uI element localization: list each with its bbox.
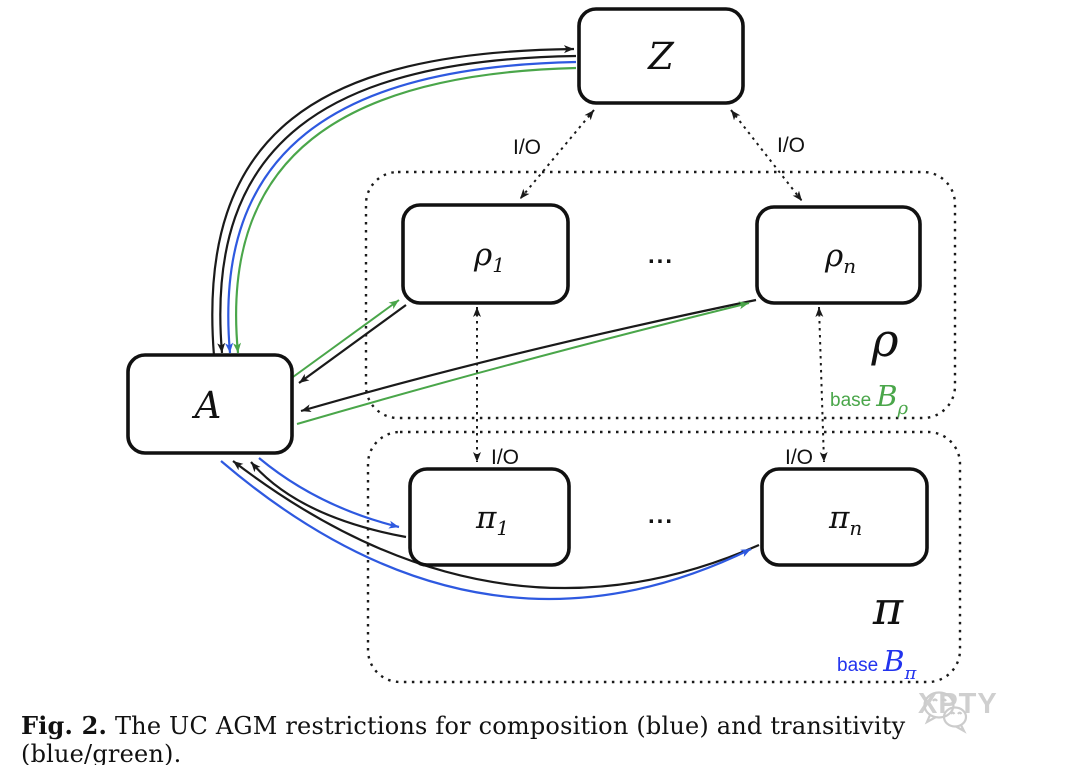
pi-group-label: π xyxy=(872,581,904,635)
caption-text: The UC AGM restrictions for composition … xyxy=(21,712,906,765)
node-rho-1 xyxy=(401,203,570,305)
arrow-adversary-to-pin-blue xyxy=(220,460,752,600)
arrow-environment-to-adversary-black xyxy=(217,54,577,354)
arrow-pi1-to-adversary-black xyxy=(250,461,407,539)
arrow-environment-to-adversary-green xyxy=(233,66,577,354)
io-label-environment-rho1: I/O xyxy=(513,136,541,159)
pi-base-label: base Bπ xyxy=(837,644,918,684)
arrow-rho1-to-adversary-black xyxy=(298,304,407,384)
arrow-adversary-to-environment-black xyxy=(211,45,575,357)
caption-tag: Fig. 2. xyxy=(21,711,108,740)
arrow-adversary-to-rho1-green xyxy=(292,299,400,378)
io-label-rhon-pin: I/O xyxy=(785,446,813,469)
pi-ellipsis: ... xyxy=(648,502,674,529)
node-pi-1 xyxy=(408,467,571,567)
rho-base-label: base Bρ xyxy=(830,379,909,419)
adversary-label: A xyxy=(192,384,222,427)
arrow-adversary-to-rhon-green xyxy=(296,301,750,425)
node-environment xyxy=(577,7,745,105)
uc-agm-diagram: Z A ρ1 ρn π1 πn ... ... I/O I/O I/O I/O … xyxy=(126,7,962,684)
arrow-environment-to-adversary-blue xyxy=(225,60,577,354)
arrow-adversary-to-pi1-blue xyxy=(258,457,400,529)
node-adversary xyxy=(126,353,294,455)
pi-n-label: πn xyxy=(828,500,862,540)
figure-caption: Fig. 2. The UC AGM restrictions for comp… xyxy=(21,711,1067,765)
environment-label: Z xyxy=(647,35,675,78)
io-label-environment-rhon: I/O xyxy=(777,134,805,157)
node-pi-n xyxy=(760,467,929,567)
pi-1-label: π1 xyxy=(475,500,509,540)
rho-1-label: ρ1 xyxy=(473,237,505,277)
rho-n-label: ρn xyxy=(824,238,856,278)
pi-group-container xyxy=(366,430,962,684)
rho-group-label: ρ xyxy=(870,313,898,367)
io-label-rho1-pi1: I/O xyxy=(491,446,519,469)
arrow-pin-to-adversary-black xyxy=(232,460,760,590)
rho-group-container xyxy=(364,170,957,420)
io-link-environment-rhon xyxy=(730,109,803,202)
rho-ellipsis: ... xyxy=(648,242,674,269)
io-link-environment-rho1 xyxy=(519,109,595,200)
node-rho-n xyxy=(755,205,922,305)
arrow-rhon-to-adversary-black xyxy=(300,298,757,413)
io-link-rhon-pin xyxy=(815,306,828,463)
